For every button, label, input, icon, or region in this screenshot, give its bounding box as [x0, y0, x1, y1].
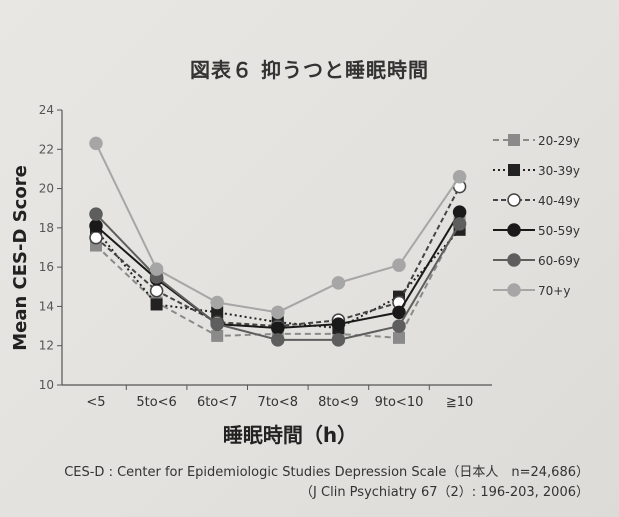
legend-marker: [507, 283, 521, 297]
legend-label: 20-29y: [538, 134, 580, 148]
series-line: [95, 142, 461, 314]
legend-item: 50-59y: [493, 223, 580, 238]
legend-item: 20-29y: [493, 134, 580, 148]
y-ticks: 10 12 14 16 18 20 22 24: [39, 103, 62, 392]
data-point: [331, 276, 346, 290]
data-point: [393, 331, 405, 344]
legend-label: 40-49y: [538, 194, 580, 208]
x-tick-label: 6to<7: [197, 395, 238, 410]
legend-label: 70+y: [538, 284, 570, 298]
legend-item: 70+y: [493, 283, 570, 298]
y-tick-label: 20: [39, 182, 54, 196]
y-tick-label: 16: [39, 260, 54, 274]
legend-marker: [507, 223, 521, 237]
data-point: [211, 329, 224, 342]
data-point: [392, 319, 406, 333]
y-tick-label: 22: [39, 142, 54, 156]
footnote-citation: （J Clin Psychiatry 67（2）: 196-203, 2006）: [300, 485, 589, 500]
data-point: [392, 258, 406, 272]
legend-item: 60-69y: [493, 253, 580, 268]
legend-marker: [507, 193, 521, 207]
data-point: [149, 283, 164, 298]
x-tick-label: 7to<8: [258, 395, 299, 410]
y-tick-label: 12: [39, 339, 54, 353]
x-axis-label: 睡眠時間（h）: [223, 423, 357, 447]
data-point: [89, 230, 103, 245]
legend-label: 30-39y: [538, 164, 580, 178]
data-point: [150, 298, 163, 311]
legend: 20-29y 30-39y 40-49y 50-59y 60-69y 70+y: [493, 134, 580, 298]
data-point: [89, 219, 103, 233]
y-tick-label: 14: [39, 299, 54, 313]
legend-item: 30-39y: [493, 164, 580, 178]
series-group: [89, 136, 467, 347]
data-point: [392, 305, 406, 320]
data-point: [149, 262, 164, 276]
data-point: [210, 317, 224, 331]
x-tick-label: 8to<9: [318, 395, 359, 410]
y-axis-label: Mean CES-D Score: [10, 165, 31, 351]
chart-title: 図表６ 抑うつと睡眠時間: [190, 58, 429, 82]
data-point: [452, 205, 467, 219]
data-point: [271, 333, 285, 347]
legend-label: 50-59y: [538, 224, 580, 238]
y-tick-label: 18: [39, 221, 54, 235]
x-ticks: <5 5to<6 6to<7 7to<8 8to<9 9to<10 ≧10: [86, 385, 473, 410]
legend-marker: [508, 134, 520, 146]
data-point: [452, 217, 467, 231]
legend-label: 60-69y: [538, 254, 580, 268]
data-point: [89, 207, 103, 221]
legend-item: 40-49y: [493, 193, 580, 208]
data-point: [331, 333, 346, 347]
series-70+y: [89, 136, 467, 320]
axes: [61, 110, 492, 386]
footnote-scale: CES-D : Center for Epidemiologic Studies…: [64, 465, 589, 480]
legend-marker: [508, 164, 520, 176]
data-point: [89, 136, 103, 151]
x-tick-label: 9to<10: [375, 395, 424, 410]
x-tick-label: 5to<6: [136, 395, 177, 410]
legend-marker: [507, 253, 521, 267]
data-point: [452, 170, 467, 184]
data-point: [331, 317, 346, 331]
y-tick-label: 10: [39, 378, 54, 392]
data-point: [210, 295, 224, 310]
data-point: [271, 321, 285, 335]
x-tick-label: <5: [86, 395, 105, 410]
data-point: [271, 305, 285, 320]
x-tick-label: ≧10: [446, 395, 473, 410]
y-tick-label: 24: [39, 103, 54, 117]
